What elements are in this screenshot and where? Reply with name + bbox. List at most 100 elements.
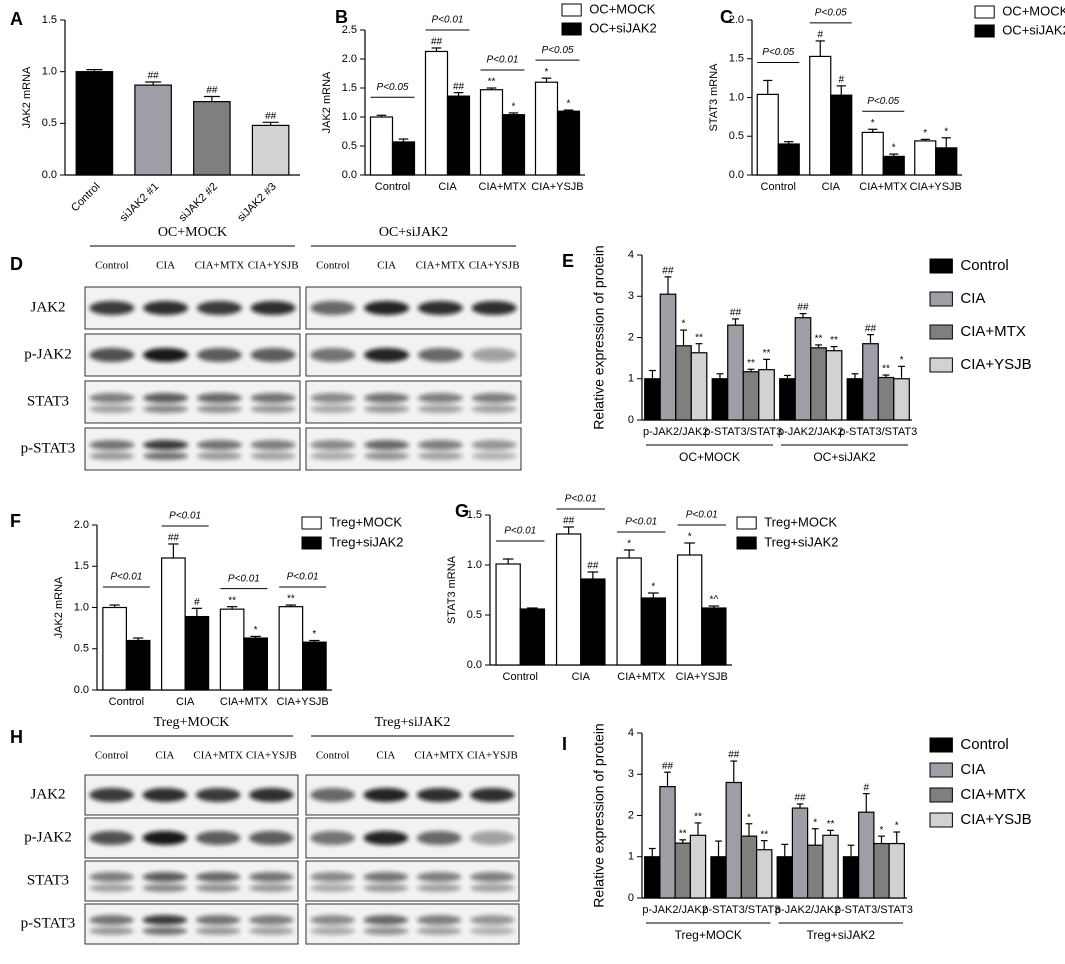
x-tick-label: p-JAK2/JAK2: [642, 904, 707, 916]
blot-band: [417, 405, 463, 413]
y-axis-label: JAK2 mRNA: [53, 576, 65, 638]
blot-band: [196, 405, 242, 413]
bar: [810, 347, 827, 421]
blot-band: [143, 405, 189, 413]
x-tick-label: Control: [375, 181, 410, 193]
lane-label: CIA: [156, 260, 175, 272]
blot-band: [310, 915, 355, 925]
row-label: p-STAT3: [21, 915, 76, 931]
blot-band: [142, 788, 188, 802]
significance-mark: ##: [794, 793, 806, 804]
group-label: Treg+siJAK2: [806, 928, 875, 942]
lane-label: CIA: [377, 260, 396, 272]
y-tick-label: 1.0: [42, 66, 57, 78]
significance-mark: *: [254, 625, 258, 636]
blot-band: [363, 831, 409, 845]
bar: [424, 50, 449, 176]
significance-mark: *: [682, 319, 686, 330]
blot-band: [142, 831, 188, 845]
significance-mark: ##: [662, 761, 674, 772]
y-tick-label: 2.0: [342, 53, 357, 65]
y-axis-label: STAT3 mRNA: [708, 63, 720, 132]
bar: [842, 856, 860, 899]
significance-mark: #: [838, 75, 844, 86]
x-tick-label: p-STAT3/STAT3: [702, 904, 780, 916]
blot-band: [250, 405, 296, 413]
x-tick-label: CIA+MTX: [617, 671, 666, 683]
bar: [519, 608, 546, 666]
significance-mark: *: [312, 629, 316, 640]
x-tick-label: CIA: [822, 181, 841, 193]
blot-band: [310, 440, 356, 450]
blot-band: [89, 831, 134, 845]
bar: [676, 554, 703, 666]
group-label: Treg+MOCK: [154, 715, 230, 730]
bar: [495, 563, 521, 666]
significance-mark: ##: [265, 111, 277, 122]
blot-band: [196, 301, 242, 315]
significance-mark: *: [871, 118, 875, 129]
blot-band: [470, 915, 515, 925]
blot-band: [249, 884, 294, 892]
row-label: p-JAK2: [24, 346, 72, 362]
blot-band: [143, 301, 189, 315]
bar: [710, 856, 727, 899]
significance-mark: *: [512, 102, 516, 113]
bar: [102, 606, 127, 691]
y-axis-label: JAK2 mRNA: [21, 66, 33, 128]
bar: [873, 842, 890, 899]
bar: [725, 781, 742, 899]
blot-band: [143, 440, 189, 450]
row-label: JAK2: [30, 299, 65, 315]
blot-band: [195, 915, 241, 925]
x-tick-label: CIA+YSJB: [531, 181, 583, 193]
blot-band: [310, 405, 356, 413]
blot-band: [471, 405, 517, 413]
y-axis-label: Relative expression of protein: [591, 245, 607, 429]
panel-label: F: [10, 511, 21, 531]
y-axis-label: Relative expression of protein: [591, 723, 607, 907]
blot-band: [471, 393, 517, 403]
blot-band: [471, 301, 517, 315]
blot-band: [310, 884, 355, 892]
y-tick-label: 0.5: [342, 140, 357, 152]
blot-band: [470, 831, 515, 845]
panel-label: D: [10, 254, 23, 274]
significance-mark: *^: [710, 595, 719, 606]
blot-band: [89, 348, 135, 362]
blot-band: [310, 788, 355, 802]
bracket-label: P<0.05: [542, 45, 574, 56]
significance-mark: ##: [797, 302, 809, 313]
bar: [888, 842, 905, 899]
bar: [193, 101, 231, 176]
panel-label: A: [10, 9, 23, 29]
significance-mark: ##: [431, 37, 443, 48]
legend-label: OC+siJAK2: [1002, 22, 1065, 37]
bar: [479, 89, 504, 176]
y-tick-label: 0.0: [42, 169, 57, 181]
blot-band: [417, 440, 463, 450]
y-tick-label: 1.0: [342, 111, 357, 123]
blot-band: [143, 348, 189, 362]
lane-label: Control: [316, 260, 350, 272]
bar: [893, 378, 910, 421]
bar: [858, 811, 875, 899]
bar: [756, 93, 779, 176]
lane-label: Control: [95, 260, 129, 272]
y-tick-label: 0.0: [467, 659, 482, 671]
legend-swatch: [561, 3, 582, 17]
bar: [830, 94, 853, 176]
bar: [616, 557, 642, 666]
x-tick-label: p-STAT3/STAT3: [835, 904, 913, 916]
y-axis-label: JAK2 mRNA: [321, 71, 333, 133]
legend-swatch: [974, 5, 995, 19]
row-label: JAK2: [30, 786, 65, 802]
bar: [846, 378, 864, 421]
blot-band: [143, 393, 189, 403]
y-tick-label: 1.0: [74, 601, 89, 613]
panel-label: C: [720, 7, 733, 27]
x-tick-label: CIA: [572, 671, 591, 683]
bar: [644, 378, 661, 421]
legend-swatch: [929, 291, 953, 307]
significance-mark: *: [747, 812, 751, 823]
